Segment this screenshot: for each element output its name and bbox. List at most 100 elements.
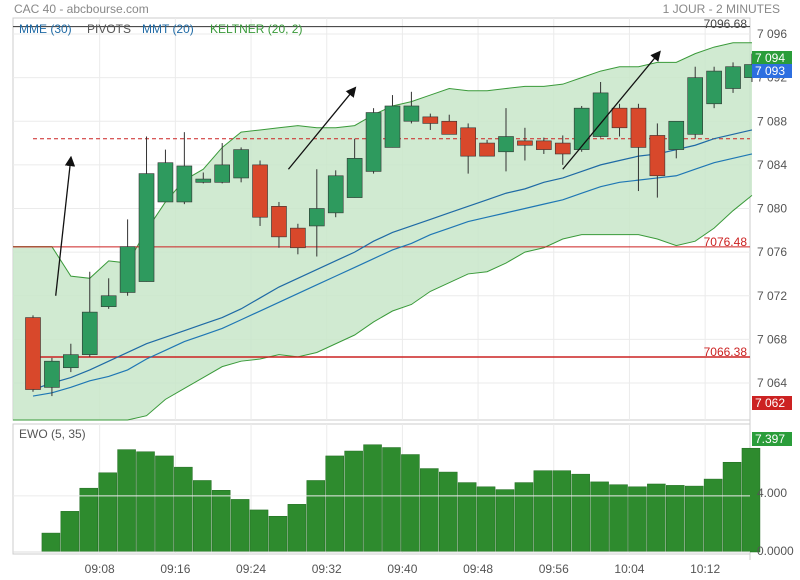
candle-up (63, 354, 79, 369)
ewo-bar (306, 480, 326, 553)
candles (25, 53, 760, 397)
trend-arrow (55, 155, 76, 296)
ewo-bar (344, 450, 363, 553)
candle-up (498, 136, 514, 153)
price-tick-label: 7 080 (757, 202, 787, 216)
candle-up (81, 311, 98, 355)
ewo-bar (268, 515, 288, 553)
ewo-bar (666, 485, 685, 553)
ewo-bar (287, 504, 307, 553)
ma-slow-line (32, 153, 753, 397)
ewo-bar (136, 451, 155, 553)
candle-up (668, 120, 685, 150)
candle-down (536, 140, 552, 150)
chart-source: CAC 40 - abcbourse.com (14, 2, 149, 16)
candle-up (308, 208, 325, 227)
time-tick-label: 09:16 (160, 562, 190, 576)
candle-up (725, 66, 741, 89)
legend-mmt[interactable]: MMT (20) (142, 22, 194, 36)
candle-down (290, 227, 306, 249)
ewo-bar (571, 473, 590, 553)
time-tick-label: 09:40 (387, 562, 417, 576)
ewo-bar (741, 447, 761, 553)
ewo-bar (457, 482, 477, 553)
ewo-title: EWO (5, 35) (19, 427, 86, 441)
legend-pivots[interactable]: PIVOTS (87, 22, 131, 36)
legend-keltner[interactable]: KELTNER (20, 2) (210, 22, 302, 36)
ewo-last-value: 7.397 (755, 432, 785, 446)
time-tick-label: 09:48 (463, 562, 493, 576)
price-tick-label: 7 064 (757, 376, 787, 390)
candle-up (100, 295, 117, 307)
keltner-band (13, 42, 753, 421)
price-tick-label: 7 088 (757, 114, 787, 128)
moving-averages (32, 129, 753, 397)
low-price-tag (752, 396, 792, 410)
time-tick-label: 09:56 (539, 562, 569, 576)
ewo-bar (476, 486, 496, 553)
ewo-bar (193, 480, 212, 553)
candle-up (119, 246, 136, 293)
time-tick-label: 10:04 (614, 562, 644, 576)
time-axis: 09:08 09:16 09:24 09:32 09:40 09:48 09:56 10:04… (85, 562, 721, 576)
ewo-last-tag (752, 432, 792, 446)
ewo-bar (41, 532, 61, 553)
ewo-bar (174, 466, 193, 553)
candle-up (176, 165, 193, 203)
candle-up (573, 107, 590, 150)
candle-up (157, 162, 174, 203)
ewo-bar (609, 484, 628, 553)
candle-up (327, 175, 344, 214)
ma-fast-line (32, 129, 753, 391)
last-price-value: 7 094 (755, 51, 785, 65)
candle-up (687, 77, 704, 135)
ewo-bar (514, 482, 534, 553)
ewo-bar (533, 470, 553, 553)
candle-up (138, 173, 155, 282)
price-tick-label: 7 096 (757, 27, 787, 41)
candle-down (630, 107, 647, 148)
chart-period: 1 JOUR - 2 MINUTES (663, 2, 780, 16)
trend-arrow (287, 86, 357, 170)
ewo-bar (249, 509, 269, 553)
ewo-bar (211, 490, 231, 553)
ewo-bar (495, 489, 515, 553)
low-price-value: 7 062 (755, 396, 785, 410)
ewo-bar (647, 483, 666, 553)
ewo-bar (552, 470, 572, 553)
candle-down (252, 164, 268, 218)
trend-arrows (55, 50, 661, 296)
ewo-bar (420, 468, 439, 553)
candle-up (195, 178, 212, 183)
candle-down (460, 127, 476, 157)
candle-down (611, 107, 628, 129)
last-price-tag (752, 51, 792, 65)
candle-up (365, 112, 382, 172)
ewo-bars (13, 444, 761, 553)
ewo-tick-0: 0.0000 (757, 544, 794, 558)
current-price-value: 7 093 (755, 64, 785, 78)
ewo-bar (230, 499, 250, 553)
candle-down (441, 120, 458, 135)
ewo-bar (155, 455, 174, 553)
candle-down (271, 206, 287, 238)
candle-up (403, 105, 420, 122)
ewo-bar (438, 471, 458, 553)
candle-up (384, 105, 401, 148)
candle-down (517, 140, 533, 146)
ewo-bar (628, 486, 647, 553)
ewo-bar (382, 447, 401, 553)
ewo-bar (98, 472, 117, 553)
legend-mme[interactable]: MME (30) (19, 22, 72, 36)
ewo-tick-4: 4.000 (757, 486, 787, 500)
price-tick-label: 7 076 (757, 245, 787, 259)
candle-up (233, 149, 249, 179)
keltner-fill (13, 42, 752, 420)
ewo-bar (363, 444, 382, 553)
ewo-bar (401, 454, 420, 553)
ewo-bar (703, 478, 723, 553)
ewo-bar (60, 511, 80, 553)
candle-down (25, 317, 41, 390)
time-tick-label: 10:12 (690, 562, 720, 576)
